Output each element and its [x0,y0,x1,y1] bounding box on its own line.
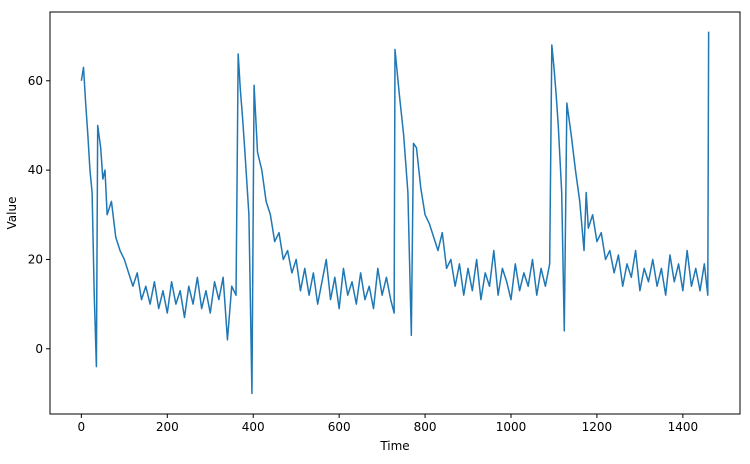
x-tick-label: 1400 [668,420,699,434]
y-tick-label: 20 [28,252,43,266]
x-tick-label: 600 [328,420,351,434]
y-tick-label: 40 [28,163,43,177]
y-axis-label: Value [5,197,19,230]
x-tick-label: 200 [156,420,179,434]
x-tick-label: 800 [414,420,437,434]
axes-frame [49,11,741,415]
x-tick-label: 1200 [582,420,613,434]
line-series [80,31,710,395]
x-tick-label: 0 [78,420,86,434]
x-tick-label: 1000 [496,420,527,434]
y-tick-label: 60 [28,74,43,88]
x-tick-label: 400 [242,420,265,434]
x-axis-label: Time [379,439,409,453]
y-tick-label: 0 [35,342,43,356]
